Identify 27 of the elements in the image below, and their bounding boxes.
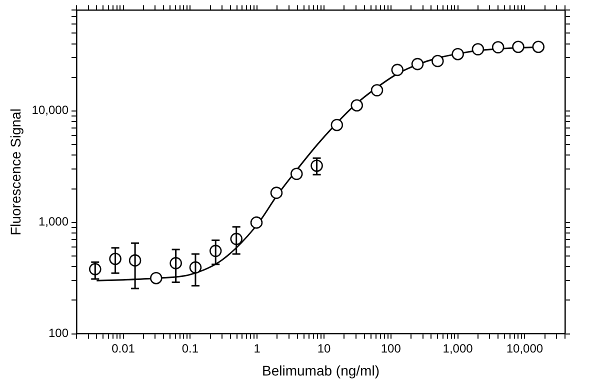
x-tick-label: 1 — [254, 341, 261, 356]
y-axis-title: Fluorescence Signal — [7, 108, 24, 236]
point — [492, 41, 504, 54]
y-tick-label: 100 — [48, 326, 69, 340]
x-tick-label: 10 — [317, 341, 331, 356]
point — [391, 64, 404, 76]
y-tick-label: 1,000 — [38, 214, 69, 229]
y-tick-label: 10,000 — [32, 103, 69, 118]
point — [512, 40, 524, 54]
x-axis-title: Belimumab (ng/ml) — [262, 362, 380, 378]
point — [330, 118, 344, 132]
point — [270, 186, 283, 199]
x-tick-label: 1,000 — [442, 341, 474, 356]
point — [370, 84, 384, 96]
point — [532, 40, 545, 54]
point — [432, 54, 444, 68]
point — [250, 216, 263, 229]
point — [472, 43, 484, 56]
x-tick-label: 100 — [380, 341, 402, 356]
point — [350, 99, 364, 112]
point — [150, 272, 162, 284]
x-tick-label: 0.01 — [112, 341, 136, 356]
x-tick-label: 10,000 — [506, 341, 544, 356]
point — [411, 58, 424, 70]
point — [452, 48, 464, 60]
point — [290, 168, 303, 180]
x-tick-label: 0.1 — [182, 341, 199, 356]
